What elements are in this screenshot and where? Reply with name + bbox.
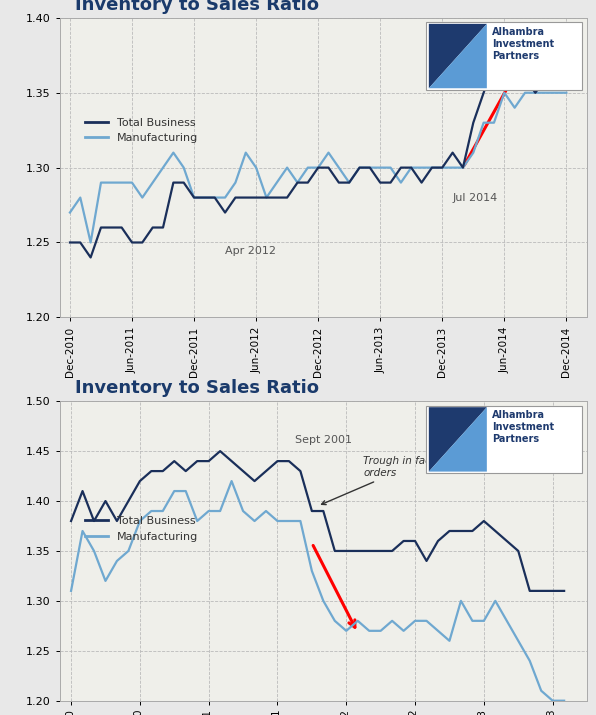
Polygon shape <box>429 24 487 88</box>
Text: Inventory to Sales Ratio: Inventory to Sales Ratio <box>76 379 319 397</box>
Legend: Total Business, Manufacturing: Total Business, Manufacturing <box>81 113 202 148</box>
Text: Trough in factory
orders: Trough in factory orders <box>322 456 452 505</box>
Text: Inventory to Sales Ratio: Inventory to Sales Ratio <box>76 0 319 14</box>
Text: Alhambra: Alhambra <box>492 410 545 420</box>
Text: Sept 2001: Sept 2001 <box>294 435 352 445</box>
Text: Partners: Partners <box>492 434 539 444</box>
Polygon shape <box>429 24 487 88</box>
Polygon shape <box>429 408 487 472</box>
Text: Jul 2014: Jul 2014 <box>452 192 498 202</box>
Legend: Total Business, Manufacturing: Total Business, Manufacturing <box>81 512 202 546</box>
Text: Apr 2012: Apr 2012 <box>225 247 276 257</box>
FancyBboxPatch shape <box>426 22 582 90</box>
Text: Investment: Investment <box>492 39 554 49</box>
FancyBboxPatch shape <box>426 405 582 473</box>
Text: Alhambra: Alhambra <box>492 27 545 37</box>
Polygon shape <box>429 408 487 472</box>
Text: Investment: Investment <box>492 422 554 432</box>
Text: Partners: Partners <box>492 51 539 61</box>
